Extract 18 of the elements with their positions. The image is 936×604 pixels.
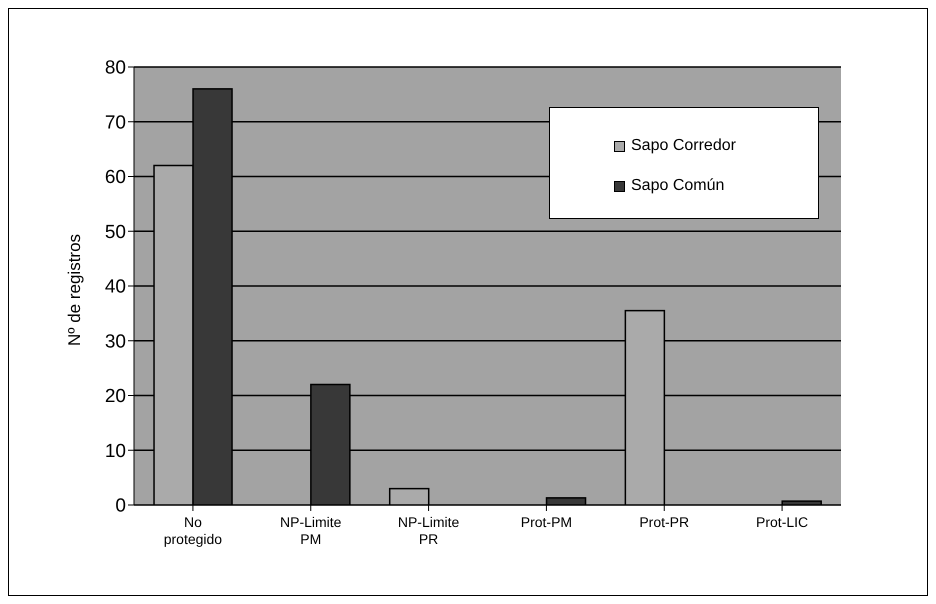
y-tick-label: 40 [104,276,126,298]
y-tick-label: 20 [104,386,126,408]
x-tick-label: NP-Limite PR [398,514,460,547]
x-tick-label: Prot-PR [639,514,690,530]
x-tick-label: NP-Limite PM [280,514,342,547]
x-tick-label: Prot-LIC [756,514,808,530]
y-tick-label: 80 [104,58,126,79]
x-tick-label: No protegido [164,514,222,547]
y-tick-label: 70 [104,112,126,134]
y-tick-label: 10 [104,440,126,462]
y-tick-label: 50 [104,222,126,243]
y-tick-label: 30 [104,331,126,352]
y-axis-title: Nº de registros [65,234,84,346]
legend-label: Sapo Común [631,177,724,195]
y-tick-label: 0 [115,496,126,517]
legend-label: Sapo Corredor [631,137,736,155]
x-tick-label: Prot-PM [520,514,572,530]
y-tick-label: 60 [104,167,126,188]
